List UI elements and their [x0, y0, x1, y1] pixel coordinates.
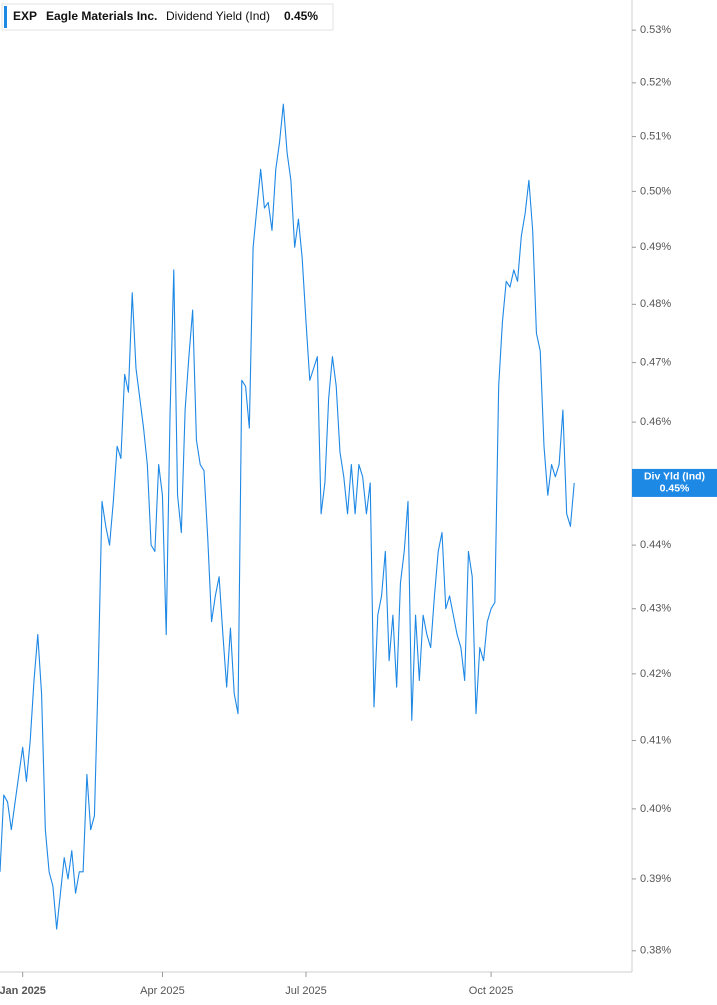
y-tick-label: 0.52% [640, 77, 671, 89]
x-tick-label: Oct 2025 [469, 985, 514, 997]
last-value-marker [632, 468, 717, 497]
y-tick-label: 0.53% [640, 24, 671, 36]
legend-entry: Dividend Yield (Ind) [166, 9, 270, 23]
y-tick-label: 0.38% [640, 945, 671, 957]
x-tick-label: Jan 2025 [0, 985, 46, 997]
x-tick-label: Jul 2025 [285, 985, 327, 997]
y-tick-label: 0.42% [640, 668, 671, 680]
legend-box [1, 3, 334, 31]
y-tick-label: 0.47% [640, 356, 671, 368]
y-tick-label: 0.40% [640, 803, 671, 815]
legend-value: 0.45% [284, 9, 318, 23]
x-tick-label: Apr 2025 [140, 985, 185, 997]
series-line [0, 103, 575, 930]
y-tick-label: 0.39% [640, 873, 671, 885]
last-value-title: Div Yld (Ind) [644, 471, 705, 483]
ticker: EXP [13, 9, 37, 23]
y-tick-label: 0.46% [640, 416, 671, 428]
last-value-label: 0.45% [660, 483, 690, 495]
y-tick-label: 0.44% [640, 539, 671, 551]
company-name: Eagle Materials Inc. [46, 9, 157, 23]
y-tick-label: 0.49% [640, 241, 671, 253]
y-tick-label: 0.50% [640, 185, 671, 197]
y-tick-label: 0.43% [640, 603, 671, 615]
legend-swatch [4, 6, 7, 28]
y-tick-label: 0.41% [640, 734, 671, 746]
y-tick-label: 0.51% [640, 130, 671, 142]
y-tick-label: 0.48% [640, 298, 671, 310]
